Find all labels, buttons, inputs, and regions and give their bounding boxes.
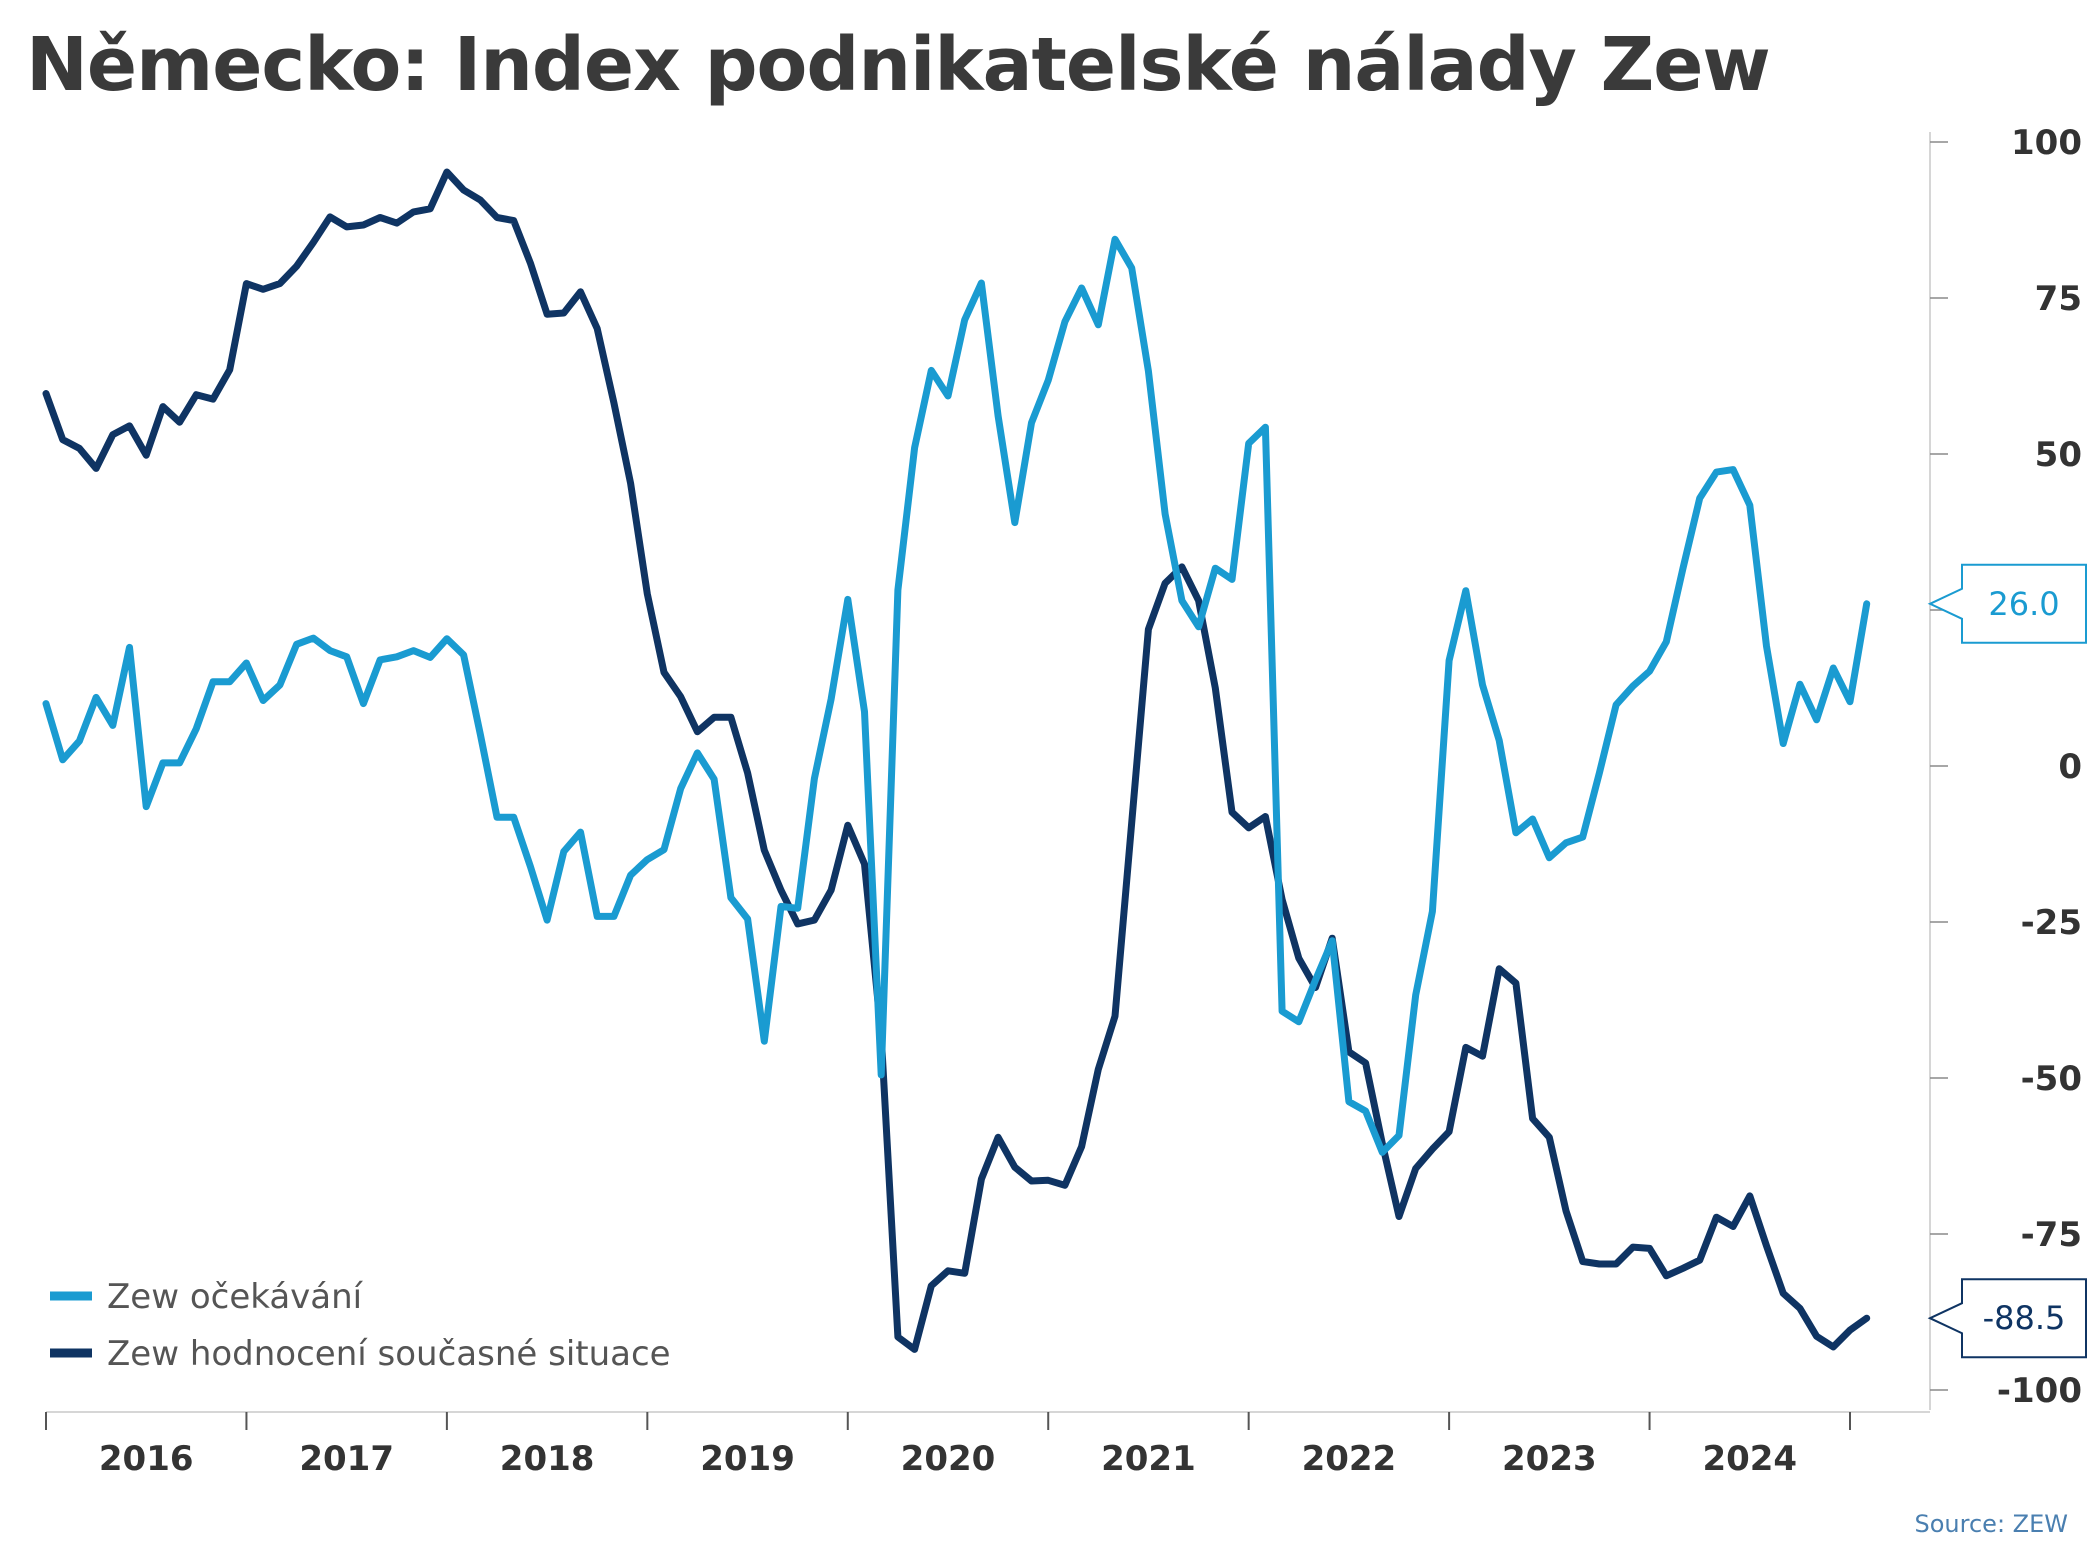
legend-label: Zew hodnocení současné situace <box>107 1334 671 1374</box>
legend-label: Zew očekávání <box>107 1277 364 1317</box>
y-tick-label: -75 <box>2021 1215 2082 1255</box>
y-tick-label: 50 <box>2035 435 2082 475</box>
series-lines <box>42 168 1871 1353</box>
callout-value: -88.5 <box>1983 1299 2066 1337</box>
callout-box <box>1927 563 2087 644</box>
y-tick-label: -50 <box>2021 1059 2082 1099</box>
x-tick-label: 2023 <box>1502 1439 1597 1479</box>
source-note: Source: ZEW <box>1915 1510 2068 1538</box>
x-tick-label: 2022 <box>1302 1439 1397 1479</box>
series-line-expectations <box>42 235 1871 1156</box>
x-tick-label: 2024 <box>1702 1439 1797 1479</box>
x-tick-label: 2020 <box>901 1439 996 1479</box>
callout-value: 26.0 <box>1988 585 2059 623</box>
y-tick-label: -100 <box>1997 1371 2082 1411</box>
x-tick-label: 2016 <box>99 1439 194 1479</box>
y-tick-label: -25 <box>2021 903 2082 943</box>
callout-box <box>1927 1278 2087 1359</box>
x-tick-label: 2018 <box>500 1439 595 1479</box>
legend: Zew očekávání Zew hodnocení současné situ… <box>50 1277 671 1374</box>
y-tick-label: 75 <box>2035 279 2082 319</box>
y-tick-label: 100 <box>2011 123 2082 163</box>
x-tick-label: 2019 <box>700 1439 795 1479</box>
x-tick-label: 2017 <box>299 1439 394 1479</box>
x-tick-label: 2021 <box>1101 1439 1196 1479</box>
series-line-current-situation <box>42 168 1871 1353</box>
chart-title: Německo: Index podnikatelské nálady Zew <box>26 22 1771 108</box>
y-tick-label: 0 <box>2058 747 2082 787</box>
last-value-callouts: 26.0 -88.5 <box>1927 563 2087 1359</box>
x-axis: 2016 2017 2018 2019 2020 2021 2022 2023 2024 <box>45 1411 1930 1479</box>
y-axis: 100 75 50 0 -25 -50 -75 -100 <box>1929 123 2082 1411</box>
